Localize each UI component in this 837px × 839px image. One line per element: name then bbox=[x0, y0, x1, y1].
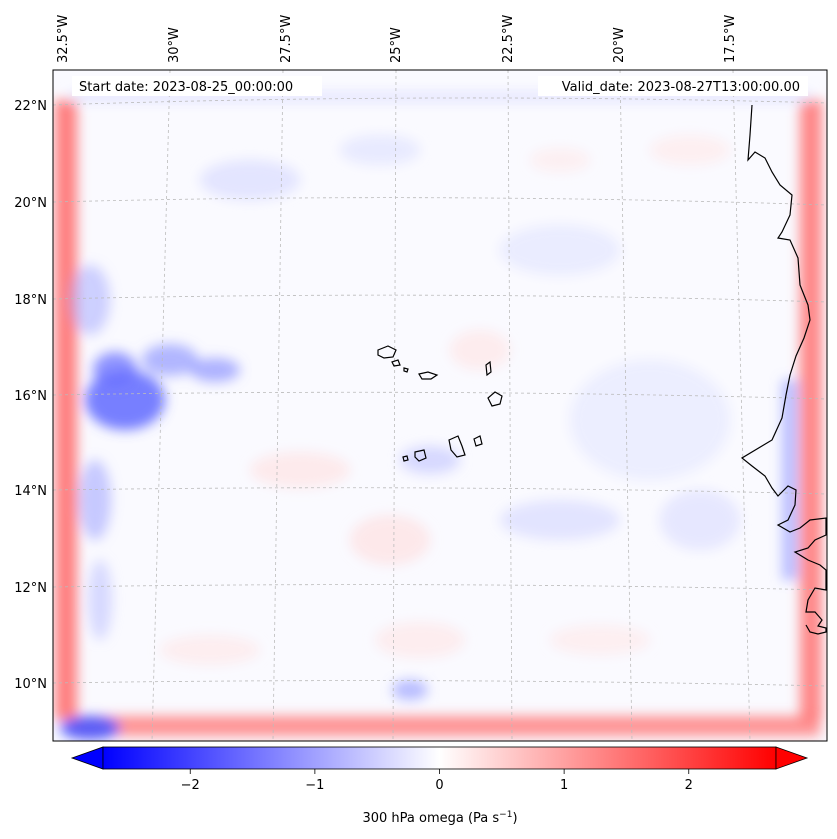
lon-label-32.5w: 32.5°W bbox=[56, 15, 71, 63]
latitude-labels: 22°N 20°N 18°N 16°N 14°N 12°N 10°N bbox=[14, 99, 47, 692]
lat-label-18n: 18°N bbox=[14, 293, 47, 308]
colorbar-tick-label: −2 bbox=[181, 778, 200, 793]
island-maio bbox=[473, 435, 483, 447]
colorbar-extend-high bbox=[775, 746, 809, 770]
lat-label-12n: 12°N bbox=[14, 581, 47, 596]
lon-label-25w: 25°W bbox=[389, 27, 404, 63]
colorbar-extend-low bbox=[70, 746, 104, 770]
island-santiago bbox=[448, 435, 466, 458]
start-date-box bbox=[72, 76, 322, 96]
gridlines bbox=[53, 70, 827, 741]
colorbar-tick-label: 2 bbox=[685, 778, 693, 793]
island-sao-vicente bbox=[391, 359, 401, 367]
island-santa-luzia bbox=[403, 367, 409, 373]
island-brava bbox=[402, 455, 409, 462]
lat-label-22n: 22°N bbox=[14, 99, 47, 114]
island-fogo bbox=[414, 449, 427, 462]
colorbar-label-close: ) bbox=[512, 811, 517, 826]
lon-label-27.5w: 27.5°W bbox=[279, 15, 294, 63]
valid-date-box bbox=[538, 76, 808, 96]
map-panel bbox=[53, 70, 827, 741]
lon-label-20w: 20°W bbox=[612, 27, 627, 63]
colorbar-label-exponent: −1 bbox=[499, 810, 512, 820]
colorbar: −2 −1 0 1 2 300 hPa omega (Pa s−1) bbox=[70, 746, 809, 826]
island-santo-antao bbox=[377, 345, 397, 359]
colorbar-gradient bbox=[102, 746, 777, 770]
omega-field bbox=[55, 92, 822, 740]
colorbar-label: 300 hPa omega (Pa s−1) bbox=[362, 810, 517, 826]
lat-label-14n: 14°N bbox=[14, 484, 47, 499]
longitude-labels: 32.5°W 30°W 27.5°W 25°W 22.5°W 20°W 17.5… bbox=[56, 15, 738, 63]
colorbar-tick-label: 1 bbox=[560, 778, 568, 793]
coastline bbox=[377, 104, 827, 635]
lat-label-20n: 20°N bbox=[14, 196, 47, 211]
valid-date-label: Valid_date: 2023-08-27T13:00:00.00 bbox=[562, 80, 800, 95]
island-sao-nicolau bbox=[418, 371, 439, 380]
colorbar-tick-label: −1 bbox=[305, 778, 324, 793]
lat-label-16n: 16°N bbox=[14, 389, 47, 404]
map-frame bbox=[52, 69, 828, 742]
colorbar-tick-label: 0 bbox=[435, 778, 443, 793]
lat-label-10n: 10°N bbox=[14, 677, 47, 692]
africa-coastline bbox=[740, 104, 827, 635]
start-date-label: Start date: 2023-08-25_00:00:00 bbox=[79, 80, 293, 95]
lon-label-17.5w: 17.5°W bbox=[723, 15, 738, 63]
island-boa-vista bbox=[487, 391, 503, 407]
lon-label-30w: 30°W bbox=[167, 27, 182, 63]
colorbar-ticks: −2 −1 0 1 2 bbox=[181, 769, 693, 793]
lon-label-22.5w: 22.5°W bbox=[501, 15, 516, 63]
island-sal bbox=[485, 360, 492, 377]
